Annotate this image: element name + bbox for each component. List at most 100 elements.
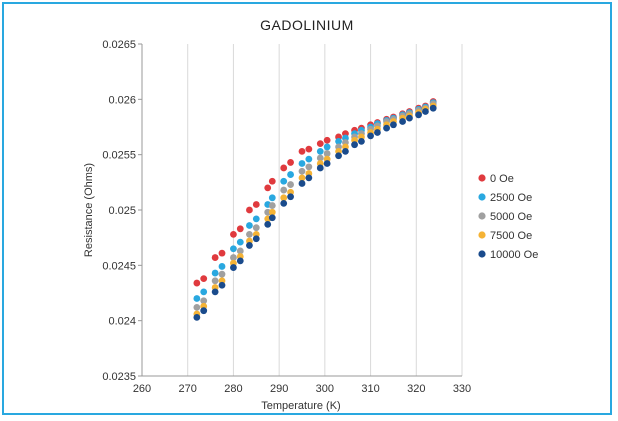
data-point [268,194,276,202]
data-point [268,214,276,222]
data-point [246,206,253,214]
data-point [230,230,237,238]
y-tick-label: 0.0255 [102,150,136,162]
data-point [268,202,276,209]
legend-marker [478,174,486,182]
data-point [236,247,244,255]
data-point [200,288,208,296]
data-point [211,277,219,285]
data-point [298,147,306,155]
data-point [200,307,208,315]
x-tick-label: 280 [224,383,242,395]
data-point [264,184,272,192]
data-point [218,270,226,278]
legend-marker [478,231,486,239]
data-point [236,225,244,233]
data-point [406,114,413,122]
data-point [399,118,406,125]
data-point [218,263,226,270]
data-point [335,152,342,160]
grid-lines [187,44,463,376]
legend-label: 7500 Oe [490,230,532,242]
data-point [280,199,288,207]
axes [138,43,462,377]
legend-label: 5000 Oe [490,211,532,223]
data-point [193,279,201,287]
data-point [268,208,276,216]
data-point [415,111,422,119]
data-point [305,174,313,182]
data-point [236,257,244,265]
data-point [287,193,294,201]
legend-label: 0 Oe [490,173,514,185]
data-point [252,201,260,208]
data-point [316,147,324,155]
data-point [298,167,306,175]
data-point [211,269,219,277]
data-point [323,160,331,167]
data-point [305,163,313,171]
data-point [252,235,260,243]
x-tick-label: 290 [270,383,288,395]
data-point [193,313,201,321]
data-point [429,104,437,112]
y-tick-label: 0.025 [108,205,136,217]
legend-label: 10000 Oe [490,249,538,261]
data-point [287,171,294,178]
data-point [287,159,294,166]
data-point [280,194,288,202]
data-point [383,124,390,132]
data-point [218,281,226,289]
data-point [246,230,253,238]
data-point [298,174,306,182]
y-tick-label: 0.0265 [102,39,136,51]
data-point [316,164,324,172]
data-point [252,215,260,223]
data-point [218,249,226,257]
x-tick-label: 330 [453,383,471,395]
data-points [193,98,437,321]
data-point [305,155,313,163]
data-point [342,147,349,155]
data-point [230,264,237,271]
data-point [193,303,201,311]
data-point [323,150,331,157]
data-point [200,275,208,283]
x-tick-label: 300 [316,383,334,395]
x-tick-label: 260 [133,383,151,395]
data-point [252,224,260,232]
chart-frame: GADOLINIUM 260 270 280 290 300 310 320 330 0.023… [2,2,612,415]
legend-label: 2500 Oe [490,192,532,204]
data-point [323,136,331,144]
data-point [323,143,331,151]
data-point [390,121,397,129]
data-point [367,132,374,140]
data-point [351,141,358,149]
data-point [316,154,324,162]
data-point [305,145,313,153]
data-point [422,108,429,115]
data-point [287,181,294,188]
data-point [211,288,219,296]
x-tick-label: 310 [361,383,379,395]
data-point [230,254,237,261]
data-point [280,186,288,194]
legend-marker [478,193,486,201]
data-point [193,295,201,302]
chart-title: GADOLINIUM [260,17,354,33]
scatter-chart: GADOLINIUM 260 270 280 290 300 310 320 330 0.023… [83,17,538,412]
legend: 0 Oe 2500 Oe 5000 Oe 7500 Oe 10000 Oe [478,173,538,261]
x-tick-label: 320 [407,383,425,395]
data-point [246,242,253,249]
x-tick-label: 270 [179,383,197,395]
data-point [280,177,288,185]
data-point [358,137,365,145]
data-point [316,140,324,148]
x-axis-label: Temperature (K) [261,400,340,412]
data-point [280,164,288,172]
legend-marker [478,250,486,258]
data-point [298,160,306,167]
data-point [236,238,244,246]
data-point [230,245,237,253]
data-point [200,297,208,305]
